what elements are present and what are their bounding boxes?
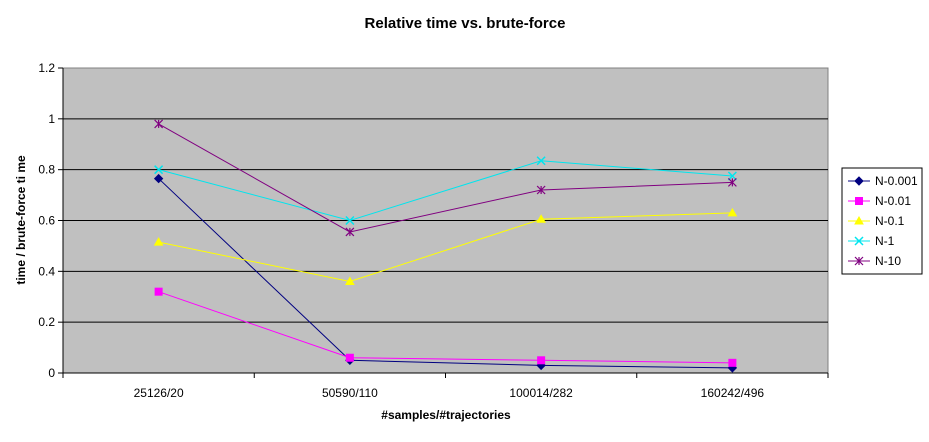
data-point-N-10 [154,119,164,129]
y-tick-label: 1.2 [38,61,55,75]
series-line-N-0.001 [158,178,733,369]
y-tick-label: 1 [48,112,55,126]
legend: N-0.001 N-0.01 N-0.1 N-1 N-10 [841,167,923,275]
data-point-N-0.01 [728,358,737,367]
data-point-N-10 [536,185,546,195]
x-tick-label: 160242/496 [701,386,765,400]
legend-entry: N-0.1 [848,214,905,228]
y-axis-label: time / brute-force ti me [14,155,28,285]
series-line-N-0.01 [158,291,733,364]
x-tick-label: 25126/20 [134,386,184,400]
legend-label: N-0.1 [875,214,905,228]
y-axis: 0 0.2 0.4 0.6 0.8 1 1.2 [38,61,64,380]
series-lines [153,119,738,373]
series-line-N-0.1 [158,212,733,283]
legend-entry: N-10 [848,254,901,268]
data-point-N-1 [345,215,355,226]
legend-marker [854,256,864,266]
legend-entry: N-0.001 [848,174,918,188]
y-tick-label: 0 [48,366,55,380]
legend-entry: N-1 [848,234,895,248]
legend-marker [854,236,864,246]
y-tick-label: 0.8 [38,163,55,177]
legend-marker [855,197,863,205]
x-axis-label: #samples/#trajectories [381,408,511,422]
series-line-N-10 [158,123,733,233]
data-point-N-1 [536,156,546,166]
grid-lines [63,118,828,323]
data-point-N-10 [345,227,355,237]
data-point-N-1 [727,171,737,181]
data-point-N-0.001 [153,173,164,184]
y-tick-label: 0.4 [38,264,55,278]
data-point-N-1 [154,165,164,175]
data-point-N-0.1 [345,276,355,285]
y-tick-label: 0.2 [38,315,55,329]
y-tick-label: 0.6 [38,214,55,228]
x-tick-label: 100014/282 [509,386,573,400]
data-point-N-10 [727,177,737,187]
data-point-N-0.1 [536,214,546,223]
chart-title: Relative time vs. brute-force [365,15,566,32]
legend-label: N-0.01 [875,194,911,208]
data-point-N-0.1 [153,237,164,246]
data-point-N-0.01 [154,287,163,296]
data-point-N-0.01 [345,353,354,362]
x-tick-label: 50590/110 [322,386,378,400]
legend-label: N-10 [875,254,901,268]
legend-label: N-1 [875,234,895,248]
series-line-N-1 [158,160,733,222]
data-point-N-0.01 [537,356,546,365]
x-axis: 25126/20 50590/110 100014/282 160242/496 [62,372,829,400]
legend-entry: N-0.01 [848,194,911,208]
legend-label: N-0.001 [875,174,918,188]
data-point-N-0.1 [727,207,738,217]
legend-marker [854,215,864,225]
legend-marker [854,176,864,186]
